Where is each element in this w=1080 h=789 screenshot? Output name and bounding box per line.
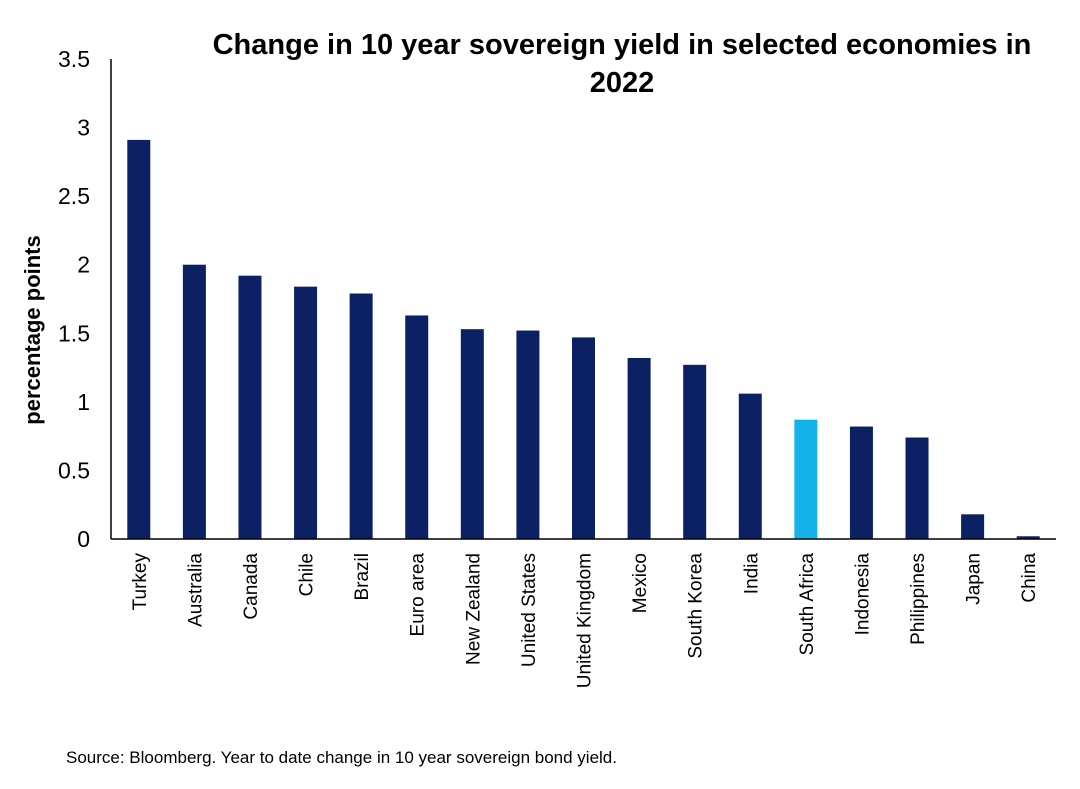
y-tick-label: 2.5 (58, 183, 90, 209)
x-tick-label: United Kingdom (575, 553, 596, 688)
bar-brazil (349, 293, 373, 539)
bar-china (1016, 536, 1040, 539)
bar-india (738, 393, 762, 539)
x-tick-label: Australia (185, 553, 206, 627)
category-labels: Turkey Australia Canada Chile Brazil Euro are… (130, 553, 1040, 689)
chart-title-line1: Change in 10 year sovereign yield in sel… (213, 29, 1032, 61)
bar-australia (182, 264, 206, 539)
bar-turkey (127, 139, 151, 539)
x-tick-label: South Africa (797, 553, 818, 656)
bar-united-states (516, 330, 540, 539)
y-tick-label: 3.5 (58, 46, 90, 72)
y-axis-ticks: 0 0.5 1 1.5 2 2.5 3 3.5 (58, 46, 90, 552)
bar-south-korea (683, 364, 707, 539)
bar-mexico (627, 357, 651, 539)
source-note: Source: Bloomberg. Year to date change i… (66, 748, 617, 767)
bar-indonesia (849, 426, 873, 539)
x-tick-label: Philippines (908, 553, 929, 645)
bar-united-kingdom (572, 337, 595, 539)
bar-chile (294, 286, 318, 539)
x-tick-label: South Korea (686, 553, 707, 659)
chart-title-line2: 2022 (590, 67, 655, 99)
x-tick-label: Indonesia (852, 553, 873, 636)
x-tick-label: Japan (964, 553, 985, 605)
x-tick-label: India (741, 553, 762, 595)
bar-japan (961, 514, 985, 539)
bar-euro-area (405, 315, 429, 539)
x-tick-label: China (1019, 553, 1040, 603)
x-tick-label: Mexico (630, 553, 651, 613)
x-tick-label: Euro area (408, 553, 429, 637)
x-tick-label: Brazil (352, 553, 373, 601)
x-tick-label: Canada (241, 553, 262, 620)
bar-philippines (905, 437, 929, 539)
x-tick-label: New Zealand (463, 553, 484, 665)
y-tick-label: 3 (77, 115, 90, 141)
bar-south-africa (794, 419, 818, 539)
x-tick-label: United States (519, 553, 540, 667)
x-tick-label: Chile (297, 553, 318, 596)
bars (127, 139, 1040, 539)
bar-canada (238, 275, 262, 539)
y-tick-label: 0.5 (58, 457, 90, 483)
y-tick-label: 1.5 (58, 320, 90, 346)
y-axis-label: percentage points (20, 235, 45, 424)
y-tick-label: 1 (77, 389, 90, 415)
bar-new-zealand (460, 329, 484, 539)
y-tick-label: 2 (77, 252, 90, 278)
y-tick-label: 0 (77, 526, 90, 552)
x-tick-label: Turkey (130, 553, 151, 611)
